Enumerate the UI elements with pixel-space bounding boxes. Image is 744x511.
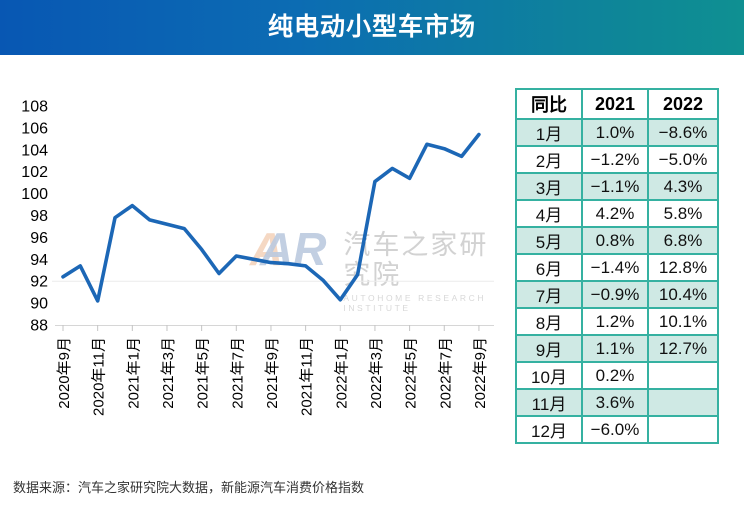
table-row: 10月 0.2% (515, 361, 719, 390)
line-chart: 88 90 92 94 96 98 100 102 104 106 108 2020年9月 2020年1… (21, 99, 494, 416)
page-title: 纯电动小型车市场 (267, 13, 476, 41)
x-tick-label: 2021年7月 (229, 337, 246, 409)
value-cell: 6.8% (647, 226, 719, 255)
value-cell (647, 388, 719, 417)
month-cell: 1月 (515, 118, 583, 147)
x-tick-label: 2021年5月 (195, 337, 212, 409)
table-row: 1月 1.0% −8.6% (515, 118, 719, 147)
month-cell: 5月 (515, 226, 583, 255)
month-cell: 6月 (515, 253, 583, 282)
value-cell: 10.1% (647, 307, 719, 336)
x-tick-label: 2022年3月 (368, 337, 385, 409)
value-cell: 1.0% (581, 118, 649, 147)
table-row: 5月 0.8% 6.8% (515, 226, 719, 255)
value-cell (647, 415, 719, 444)
x-tick-label: 2022年1月 (333, 337, 350, 409)
month-cell: 8月 (515, 307, 583, 336)
y-tick-label: 94 (30, 252, 48, 269)
y-tick-label: 102 (21, 164, 48, 181)
table-row: 8月 1.2% 10.1% (515, 307, 719, 336)
month-cell: 12月 (515, 415, 583, 444)
month-cell: 7月 (515, 280, 583, 309)
value-cell: −1.1% (581, 172, 649, 201)
value-cell: −6.0% (581, 415, 649, 444)
table-row: 4月 4.2% 5.8% (515, 199, 719, 228)
col-header-2022: 2022 (647, 88, 719, 120)
y-tick-label: 90 (30, 296, 48, 313)
yoy-table: 同比 2021 2022 1月 1.0% −8.6% 2月 −1.2% −5.0% 3月 −1… (515, 88, 719, 444)
y-tick-label: 106 (21, 120, 48, 137)
value-cell: −8.6% (647, 118, 719, 147)
value-cell: −1.4% (581, 253, 649, 282)
y-tick-label: 100 (21, 186, 48, 203)
month-cell: 9月 (515, 334, 583, 363)
price-index-line (61, 132, 481, 303)
table-row: 12月 −6.0% (515, 415, 719, 444)
x-tick-label: 2021年1月 (125, 337, 142, 409)
col-header-yoy: 同比 (515, 88, 583, 120)
x-tick-label: 2021年3月 (160, 337, 177, 409)
month-cell: 2月 (515, 145, 583, 174)
value-cell: 1.2% (581, 307, 649, 336)
value-cell: 0.2% (581, 361, 649, 390)
y-tick-label: 104 (21, 142, 48, 159)
value-cell (647, 361, 719, 390)
y-tick-label: 96 (30, 230, 48, 247)
y-tick-label: 88 (30, 318, 48, 335)
x-tick-label: 2022年5月 (403, 337, 420, 409)
table-row: 6月 −1.4% 12.8% (515, 253, 719, 282)
table-header-row: 同比 2021 2022 (515, 88, 719, 120)
x-tick-label: 2022年9月 (472, 337, 489, 409)
chart-section: A AR 汽车之家研究院 AUTOHOME RESEARCH INSTITUTE… (0, 85, 510, 445)
table-row: 2月 −1.2% −5.0% (515, 145, 719, 174)
month-cell: 11月 (515, 388, 583, 417)
value-cell: 1.1% (581, 334, 649, 363)
value-cell: −5.0% (647, 145, 719, 174)
table-row: 11月 3.6% (515, 388, 719, 417)
table-body: 1月 1.0% −8.6% 2月 −1.2% −5.0% 3月 −1.1% 4.3% 4月 4.2%… (515, 118, 719, 444)
month-cell: 4月 (515, 199, 583, 228)
value-cell: 4.3% (647, 172, 719, 201)
value-cell: 12.8% (647, 253, 719, 282)
col-header-2021: 2021 (581, 88, 649, 120)
y-tick-label: 92 (30, 274, 48, 291)
x-tick-label: 2022年7月 (437, 337, 454, 409)
value-cell: 5.8% (647, 199, 719, 228)
month-cell: 10月 (515, 361, 583, 390)
value-cell: 3.6% (581, 388, 649, 417)
table-row: 7月 −0.9% 10.4% (515, 280, 719, 309)
value-cell: 10.4% (647, 280, 719, 309)
x-tick-label: 2020年11月 (91, 337, 108, 416)
title-banner: 纯电动小型车市场 (0, 0, 744, 55)
value-cell: −1.2% (581, 145, 649, 174)
value-cell: 0.8% (581, 226, 649, 255)
value-cell: 4.2% (581, 199, 649, 228)
y-tick-label: 108 (21, 99, 48, 116)
table-row: 3月 −1.1% 4.3% (515, 172, 719, 201)
month-cell: 3月 (515, 172, 583, 201)
y-tick-label: 98 (30, 208, 48, 225)
x-tick-label: 2021年11月 (299, 337, 316, 416)
table-row: 9月 1.1% 12.7% (515, 334, 719, 363)
x-tick-label: 2021年9月 (264, 337, 281, 409)
x-tick-label: 2020年9月 (56, 337, 73, 409)
value-cell: −0.9% (581, 280, 649, 309)
data-source: 数据来源：汽车之家研究院大数据，新能源汽车消费价格指数 (13, 480, 365, 495)
value-cell: 12.7% (647, 334, 719, 363)
